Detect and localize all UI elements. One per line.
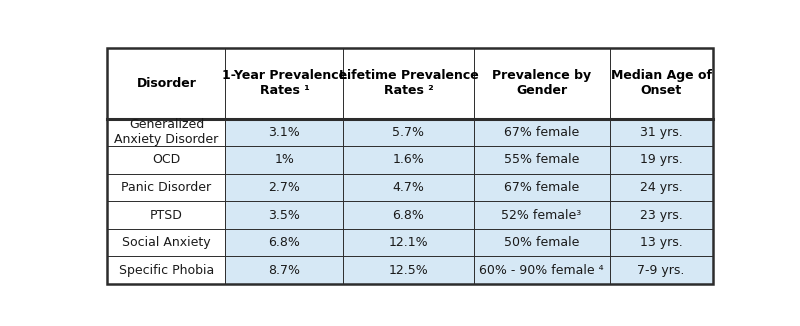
Text: 6.8%: 6.8% — [393, 209, 425, 222]
Text: 19 yrs.: 19 yrs. — [640, 154, 682, 167]
Bar — [107, 146, 226, 174]
Text: Disorder: Disorder — [137, 77, 196, 90]
Text: 13 yrs.: 13 yrs. — [640, 236, 682, 249]
Text: 3.5%: 3.5% — [269, 209, 300, 222]
Text: 6.8%: 6.8% — [269, 236, 300, 249]
Text: Median Age of
Onset: Median Age of Onset — [610, 69, 712, 97]
Bar — [226, 229, 713, 256]
Text: 52% female³: 52% female³ — [502, 209, 582, 222]
Bar — [107, 174, 226, 201]
Bar — [107, 201, 226, 229]
Text: 67% female: 67% female — [504, 126, 579, 139]
Text: Prevalence by
Gender: Prevalence by Gender — [492, 69, 591, 97]
Text: Generalized
Anxiety Disorder: Generalized Anxiety Disorder — [114, 118, 218, 146]
Text: OCD: OCD — [152, 154, 181, 167]
Text: 1%: 1% — [274, 154, 294, 167]
Text: 4.7%: 4.7% — [393, 181, 425, 194]
Text: 12.1%: 12.1% — [389, 236, 428, 249]
Text: 31 yrs.: 31 yrs. — [640, 126, 682, 139]
Bar — [107, 119, 226, 146]
Text: 1-Year Prevalence
Rates ¹: 1-Year Prevalence Rates ¹ — [222, 69, 347, 97]
Text: 60% - 90% female ⁴: 60% - 90% female ⁴ — [479, 264, 604, 276]
Text: Specific Phobia: Specific Phobia — [119, 264, 214, 276]
Text: PTSD: PTSD — [150, 209, 183, 222]
Bar — [107, 256, 226, 284]
Text: Social Anxiety: Social Anxiety — [122, 236, 210, 249]
Text: 3.1%: 3.1% — [269, 126, 300, 139]
Text: 23 yrs.: 23 yrs. — [640, 209, 682, 222]
Text: Panic Disorder: Panic Disorder — [122, 181, 211, 194]
Bar — [107, 229, 226, 256]
Text: 1.6%: 1.6% — [393, 154, 424, 167]
Text: 5.7%: 5.7% — [393, 126, 425, 139]
Bar — [226, 146, 713, 174]
Text: 24 yrs.: 24 yrs. — [640, 181, 682, 194]
Bar — [226, 119, 713, 146]
Text: 8.7%: 8.7% — [269, 264, 301, 276]
Text: 55% female: 55% female — [504, 154, 579, 167]
Text: 2.7%: 2.7% — [269, 181, 300, 194]
Text: 12.5%: 12.5% — [389, 264, 428, 276]
Bar — [226, 174, 713, 201]
Text: Lifetime Prevalence
Rates ²: Lifetime Prevalence Rates ² — [338, 69, 478, 97]
Text: 50% female: 50% female — [504, 236, 579, 249]
Text: 7-9 yrs.: 7-9 yrs. — [638, 264, 685, 276]
Bar — [107, 48, 713, 119]
Text: 67% female: 67% female — [504, 181, 579, 194]
Bar — [226, 256, 713, 284]
Bar — [226, 201, 713, 229]
